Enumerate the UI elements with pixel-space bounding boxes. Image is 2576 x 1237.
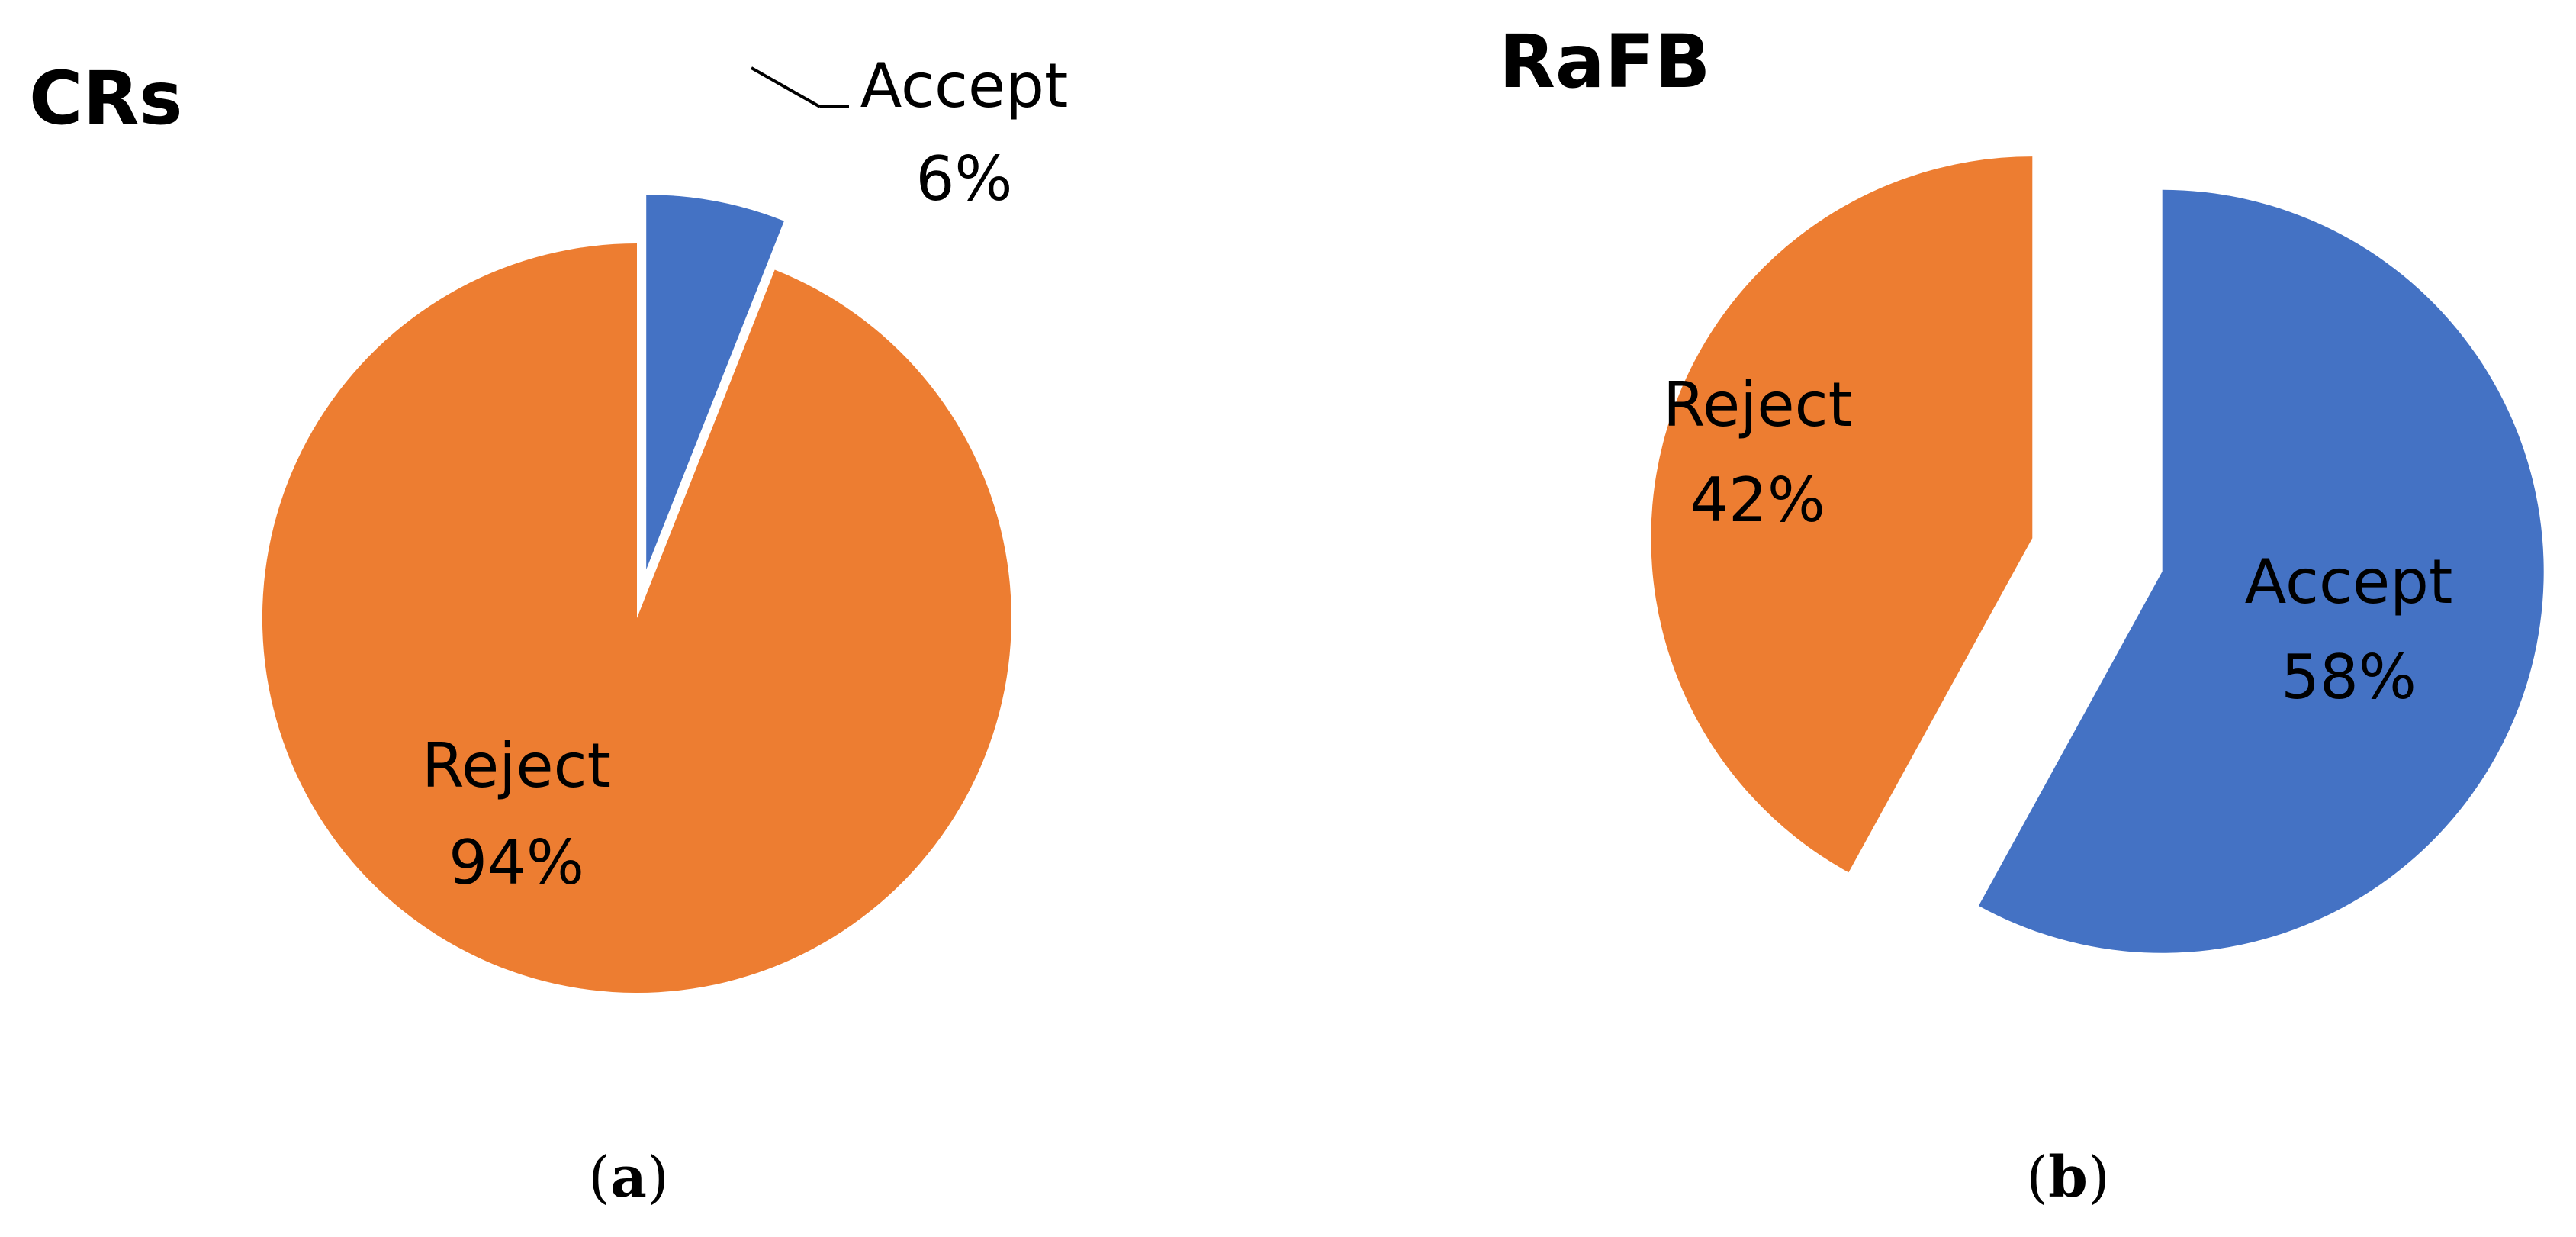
pie-chart-b bbox=[1651, 156, 2544, 953]
panel-caption-a: (a) bbox=[588, 1145, 669, 1210]
panel-caption-letter: a bbox=[610, 1145, 647, 1210]
pie-slice-reject bbox=[1651, 156, 2033, 873]
pie-slice-accept bbox=[646, 195, 784, 570]
pie-slice-reject bbox=[262, 243, 1011, 994]
slice-category-label: Accept bbox=[860, 50, 1069, 121]
chart-title-a: CRs bbox=[29, 56, 183, 141]
chart-title-b: RaFB bbox=[1499, 19, 1710, 105]
slice-label-reject-b: Reject 42% bbox=[1663, 369, 1852, 536]
chart-panel-a: CRs Accept 6% Reject 94% (a) bbox=[29, 50, 1068, 1210]
pie-chart-a bbox=[262, 195, 1011, 994]
slice-category-label: Accept bbox=[2245, 546, 2453, 617]
slice-value-label: 58% bbox=[2281, 642, 2417, 713]
panel-caption-b: (b) bbox=[2026, 1145, 2110, 1210]
leader-line-accept-a bbox=[751, 66, 821, 108]
pie-slice-accept bbox=[1978, 189, 2544, 953]
slice-label-reject-a: Reject 94% bbox=[422, 730, 611, 898]
chart-panel-b: RaFB Reject 42% Accept 58% (b) bbox=[1499, 19, 2544, 1210]
slice-value-label: 94% bbox=[449, 827, 584, 898]
slice-category-label: Reject bbox=[422, 730, 611, 801]
slice-label-accept-a: Accept 6% bbox=[751, 50, 1068, 214]
slice-value-label: 42% bbox=[1690, 465, 1825, 536]
panel-caption-letter: b bbox=[2048, 1145, 2088, 1210]
slice-value-label: 6% bbox=[916, 143, 1013, 214]
slice-label-accept-b: Accept 58% bbox=[2245, 546, 2453, 713]
slice-category-label: Reject bbox=[1663, 369, 1852, 440]
